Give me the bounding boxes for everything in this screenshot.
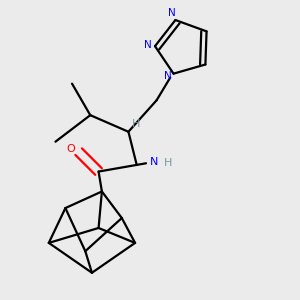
Text: N: N xyxy=(164,71,171,81)
Text: N: N xyxy=(150,157,158,167)
Text: H: H xyxy=(164,158,172,168)
Text: N: N xyxy=(144,40,152,50)
Text: O: O xyxy=(66,144,75,154)
Text: N: N xyxy=(168,8,176,18)
Text: H: H xyxy=(131,119,140,130)
